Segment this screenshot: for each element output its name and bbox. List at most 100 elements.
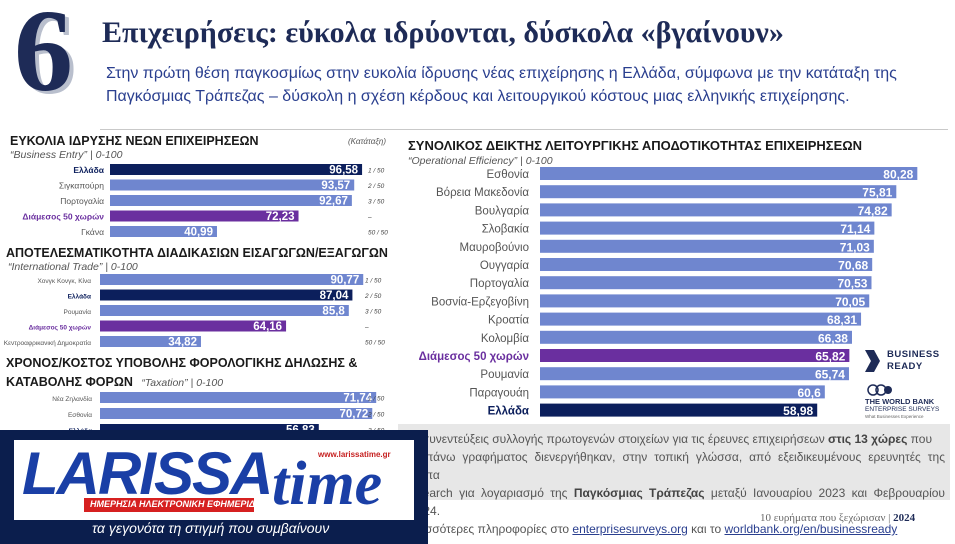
chart1-rank-label: 50 / 50 <box>368 230 388 237</box>
chart4-category-label: Σλοβακία <box>482 224 530 236</box>
chart2-rank-label: 1 / 50 <box>365 278 382 285</box>
chart1-category-label: Σιγκαπούρη <box>59 181 104 191</box>
chart4-category-label: Ελλάδα <box>488 406 529 418</box>
chart3-rank-label: 2 / 50 <box>367 412 385 419</box>
chart3-title-2: ΚΑΤΑΒΟΛΗΣ ΦΟΡΩΝ <box>6 375 133 389</box>
chart4-value-label: 60,6 <box>797 386 821 400</box>
chart1-category-label: Γκάνα <box>81 227 104 237</box>
source-box <box>398 424 950 500</box>
worldbank-text-3: What Businesses Experience <box>865 414 924 419</box>
chart2-category-label: Χονγκ Κονγκ, Κίνα <box>37 277 91 285</box>
chart4-bar <box>540 167 918 180</box>
chart2-bar <box>100 289 353 301</box>
chart4-value-label: 75,81 <box>862 186 892 200</box>
chart1-rank-label: 2 / 50 <box>367 183 385 190</box>
chart2-category-label: Ελλάδα <box>68 293 91 301</box>
chart2-rank-label: 50 / 50 <box>365 340 385 347</box>
chart1-bar <box>110 226 217 237</box>
chart4-value-label: 58,98 <box>783 404 813 418</box>
chart4-bar <box>540 203 892 217</box>
chart1-value-label: 93,57 <box>321 180 350 192</box>
chart2-category-label: Κεντροαφρικανική Δημοκρατία <box>4 339 91 347</box>
business-ready-logo: BUSINESS READY <box>862 348 952 378</box>
footer-text: 10 ευρήματα που ξεχώρισαν <box>760 512 886 524</box>
page-subtitle: Στην πρώτη θέση παγκοσμίως στην ευκολία … <box>106 65 897 105</box>
chart1-bar <box>110 210 299 222</box>
chart3-value-label: 71,74 <box>343 393 372 405</box>
worldbank-text-2: ENTERPRISE SURVEYS <box>865 406 940 413</box>
chart4-value-label: 66,38 <box>818 331 848 345</box>
chart2-value-label: 34,82 <box>168 337 197 349</box>
chart1-rank-label: 1 / 50 <box>368 168 385 175</box>
chart4-category-label: Μαυροβούνιο <box>460 242 529 254</box>
chart1-value-label: 96,58 <box>329 165 358 177</box>
chart1-rank-label: – <box>367 214 372 221</box>
chart3-category-label: Εσθονία <box>68 411 92 419</box>
chart4-subtitle: “Operational Efficiency” | 0-100 <box>408 155 553 167</box>
chart3-bar <box>100 392 377 403</box>
chart1-bar <box>110 164 363 175</box>
chart1-subtitle: “Business Entry” | 0-100 <box>10 149 123 161</box>
chart4-category-label: Ρουμανία <box>480 369 529 381</box>
chart1-rank-label: 3 / 50 <box>368 199 385 206</box>
source-text-2: που <box>907 432 933 446</box>
chart2-rank-label: 3 / 50 <box>365 309 382 316</box>
chart2-value-label: 90,77 <box>330 275 359 287</box>
chart1-bar <box>110 179 355 191</box>
chart4-bar <box>540 367 849 381</box>
chart1-category-label: Ελλάδα <box>73 165 104 175</box>
chart4-category-label: Κροατία <box>488 315 529 327</box>
chart4-bar <box>540 185 897 199</box>
chart4-bar <box>540 258 873 271</box>
chart4-value-label: 74,82 <box>858 204 888 218</box>
chart3-category-label: Νέα Ζηλανδία <box>52 395 92 403</box>
chart4-category-label: Βοσνία-Ερζεγοβίνη <box>431 296 529 308</box>
chart1-value-label: 40,99 <box>184 227 213 239</box>
chart3-title: ΧΡΟΝΟΣ/ΚΟΣΤΟΣ ΥΠΟΒΟΛΗΣ ΦΟΡΟΛΟΓΙΚΗΣ ΔΗΛΩΣ… <box>6 356 358 370</box>
page-footer: 10 ευρήματα που ξεχώρισαν | 2024 <box>760 512 916 524</box>
chart4-bar <box>540 385 825 399</box>
chart1-bar <box>110 195 352 206</box>
chart4-category-label: Εσθονία <box>486 169 529 181</box>
business-ready-icon <box>865 350 880 372</box>
chart4-value-label: 68,31 <box>827 313 857 327</box>
chart4-category-label: Πορτογαλία <box>470 278 530 290</box>
chart4-bar <box>540 239 874 253</box>
source-text-6: ερισσότερες πληροφορίες στο <box>410 522 573 536</box>
source-bold-2: Παγκόσμιας Τράπεζας <box>573 486 705 500</box>
page-title: Επιχειρήσεις: εύκολα ιδρύονται, δύσκολα … <box>102 16 784 49</box>
chart4-value-label: 80,28 <box>883 168 913 182</box>
chart1-category-label: Πορτογαλία <box>60 196 104 206</box>
chart4-bar <box>540 221 875 235</box>
chart2-value-label: 64,16 <box>253 321 282 333</box>
chart3-rank-label: 1 / 50 <box>368 396 385 403</box>
source-bold-1: στις 13 χώρες <box>828 432 908 446</box>
enterprisesurveys-link[interactable]: enterprisesurveys.org <box>572 522 688 536</box>
source-text-3: παπάνω γραφήματος διενεργήθηκαν, στην το… <box>410 450 945 482</box>
chart2-category-label: Ρουμανία <box>64 308 92 316</box>
chart4-bar <box>540 276 872 290</box>
logo-name-right: time <box>272 450 383 518</box>
chart4-bar <box>540 312 862 326</box>
chart2-rank-label: 2 / 50 <box>364 293 382 300</box>
chart1-category-label: Διάμεσος 50 χωρών <box>22 212 104 222</box>
chart4-category-label: Διάμεσος 50 χωρών <box>419 351 529 363</box>
chart4-category-label: Βόρεια Μακεδονία <box>436 187 529 199</box>
chart4-category-label: Βουλγαρία <box>475 205 530 217</box>
chart2-bar <box>100 274 364 285</box>
chart4-value-label: 65,82 <box>815 350 845 364</box>
worldbank-link[interactable]: worldbank.org/en/businessready <box>724 522 898 536</box>
chart3-bar <box>100 408 373 419</box>
logo-strap-bar <box>84 498 254 512</box>
chart4-bar <box>540 349 850 362</box>
chart4-value-label: 71,03 <box>840 240 870 254</box>
larissatime-logo: LARISSA time www.larissatime.gr ΗΜΕΡΗΣΙΑ… <box>0 430 428 544</box>
logo-strap: ΗΜΕΡΗΣΙΑ ΗΛΕΚΤΡΟΝΙΚΗ ΕΦΗΜΕΡΙΔΑ <box>90 499 262 509</box>
chart2-rank-label: – <box>364 324 369 331</box>
chart2-category-label: Διάμεσος 50 χωρών <box>29 325 92 332</box>
logo-slogan: τα γεγονότα τη στιγμή που συμβαίνουν <box>92 520 330 536</box>
section-number: 6 <box>14 0 73 116</box>
chart2-value-label: 85,8 <box>322 306 345 318</box>
worldbank-logo: THE WORLD BANK ENTERPRISE SURVEYS What B… <box>865 384 955 420</box>
